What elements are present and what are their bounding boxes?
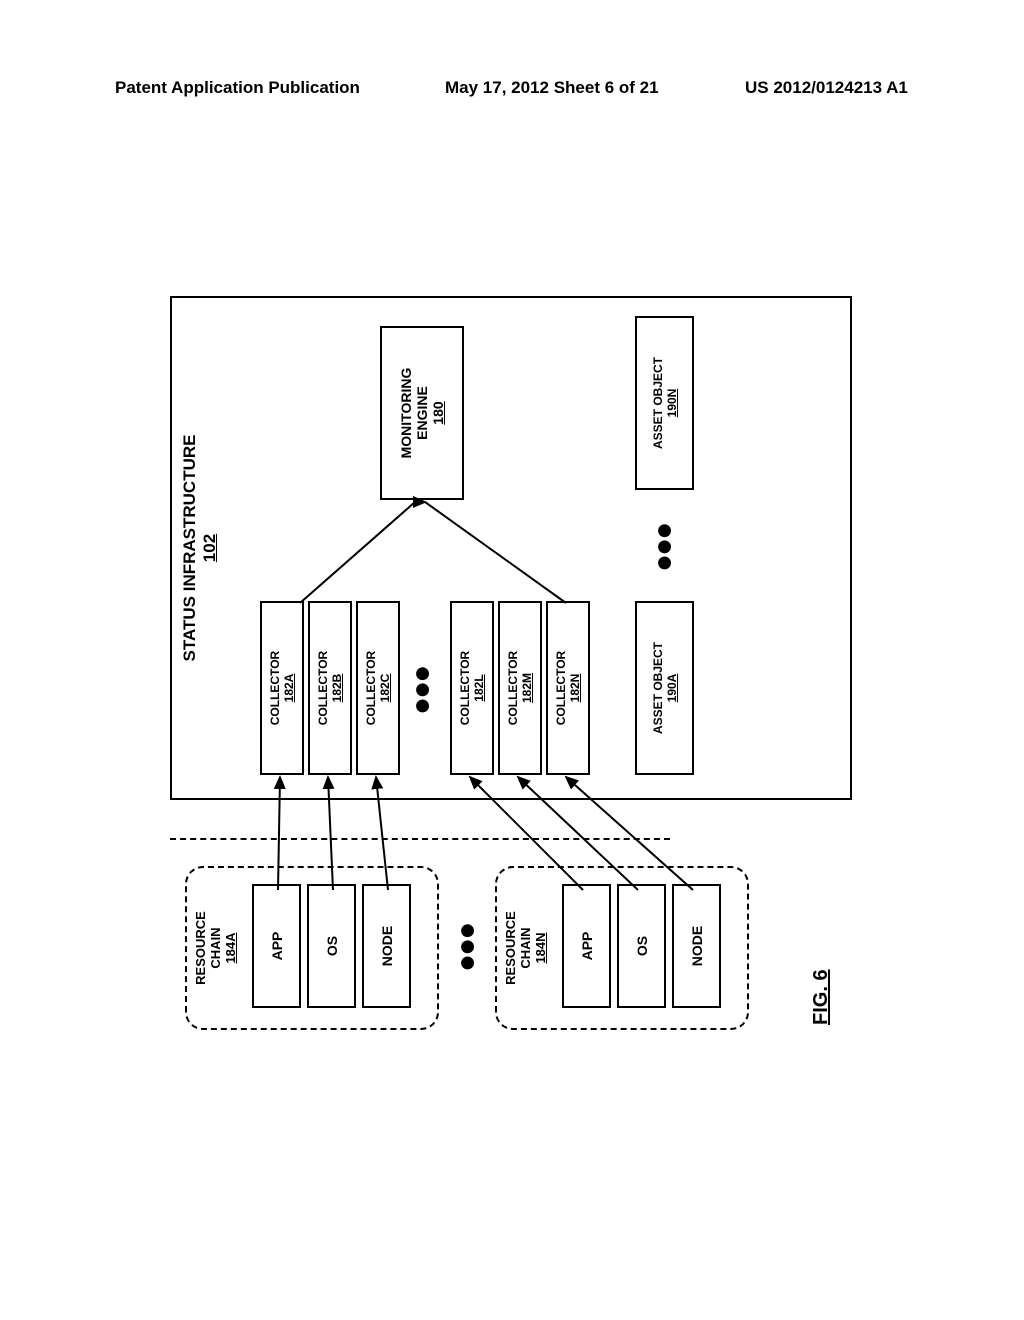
figure-label: FIG. 6 bbox=[810, 969, 833, 1025]
rc-n-os: OS bbox=[617, 884, 666, 1008]
status-infra-title: STATUS INFRASTRUCTURE 102 bbox=[180, 435, 220, 662]
rc-n-app: APP bbox=[562, 884, 611, 1008]
resource-chain-a: RESOURCE CHAIN 184A APP OS NODE bbox=[185, 866, 439, 1030]
asset-object-190a: ASSET OBJECT 190A bbox=[635, 601, 694, 775]
collector-182l: COLLECTOR 182L bbox=[450, 601, 494, 775]
collector-182n: COLLECTOR 182N bbox=[546, 601, 590, 775]
resource-chain-a-title: RESOURCE CHAIN 184A bbox=[193, 868, 238, 1028]
collector-182c: COLLECTOR 182C bbox=[356, 601, 400, 775]
monitoring-engine-box: MONITORING ENGINE 180 bbox=[380, 326, 464, 500]
ellipsis-resource-chains: ●●● bbox=[450, 924, 484, 972]
header-date-sheet: May 17, 2012 Sheet 6 of 21 bbox=[445, 78, 659, 98]
resource-chain-n: RESOURCE CHAIN 184N APP OS NODE bbox=[495, 866, 749, 1030]
collector-182m: COLLECTOR 182M bbox=[498, 601, 542, 775]
ellipsis-asset-objects: ●●● bbox=[647, 524, 681, 572]
divider-dashed-line bbox=[170, 838, 670, 840]
asset-object-190n: ASSET OBJECT 190N bbox=[635, 316, 694, 490]
header-doc-number: US 2012/0124213 A1 bbox=[745, 78, 908, 98]
header-publication: Patent Application Publication bbox=[115, 78, 360, 98]
collector-182a: COLLECTOR 182A bbox=[260, 601, 304, 775]
rc-a-app: APP bbox=[252, 884, 301, 1008]
ellipsis-collectors: ●●● bbox=[405, 667, 439, 715]
rc-n-node: NODE bbox=[672, 884, 721, 1008]
rc-a-node: NODE bbox=[362, 884, 411, 1008]
collector-182b: COLLECTOR 182B bbox=[308, 601, 352, 775]
diagram-rotated-container: RESOURCE CHAIN 184A APP OS NODE ●●● RESO… bbox=[190, 300, 830, 1040]
rc-a-os: OS bbox=[307, 884, 356, 1008]
resource-chain-n-title: RESOURCE CHAIN 184N bbox=[503, 868, 548, 1028]
